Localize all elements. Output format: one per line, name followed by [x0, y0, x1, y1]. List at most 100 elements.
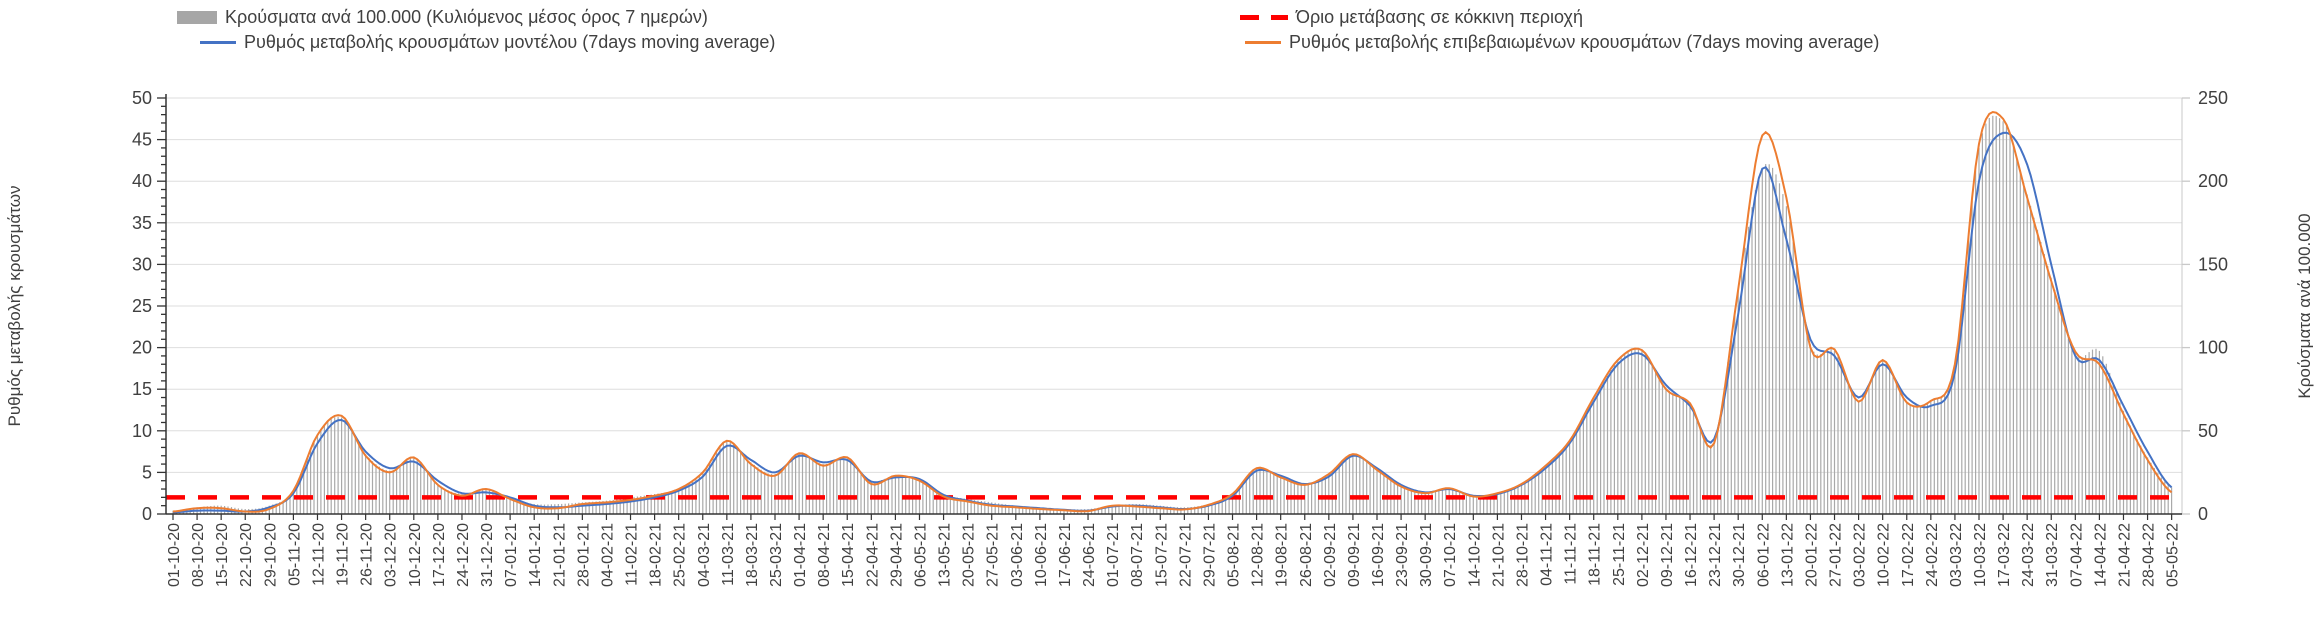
svg-text:03-12-20: 03-12-20 [383, 523, 400, 587]
svg-text:17-03-22: 17-03-22 [1996, 523, 2013, 587]
svg-text:12-08-21: 12-08-21 [1250, 523, 1267, 587]
svg-text:24-06-21: 24-06-21 [1081, 523, 1098, 587]
svg-text:29-07-21: 29-07-21 [1201, 523, 1218, 587]
svg-text:22-10-20: 22-10-20 [238, 523, 255, 587]
svg-text:08-07-21: 08-07-21 [1129, 523, 1146, 587]
confirmed-line-legend-swatch [1245, 40, 1281, 44]
left-axis-title: Ρυθμός μεταβολής κρουσμάτων [5, 186, 24, 427]
svg-text:10-12-20: 10-12-20 [407, 523, 424, 587]
svg-text:11-02-21: 11-02-21 [624, 523, 641, 586]
svg-text:07-04-22: 07-04-22 [2068, 523, 2085, 587]
svg-text:20: 20 [132, 338, 152, 358]
svg-text:15: 15 [132, 379, 152, 399]
svg-text:24-03-22: 24-03-22 [2020, 523, 2037, 587]
svg-text:23-12-21: 23-12-21 [1707, 523, 1724, 587]
bars-legend-swatch [177, 10, 217, 24]
svg-text:23-09-21: 23-09-21 [1394, 523, 1411, 587]
svg-text:200: 200 [2198, 171, 2228, 191]
svg-text:10-06-21: 10-06-21 [1033, 523, 1050, 587]
svg-text:17-12-20: 17-12-20 [431, 523, 448, 587]
svg-text:15-10-20: 15-10-20 [214, 523, 231, 587]
svg-text:15-07-21: 15-07-21 [1153, 523, 1170, 587]
svg-text:28-10-21: 28-10-21 [1515, 523, 1532, 587]
svg-text:05-08-21: 05-08-21 [1226, 523, 1243, 587]
svg-text:20-05-21: 20-05-21 [961, 523, 978, 587]
svg-text:30: 30 [132, 254, 152, 274]
svg-text:08-04-21: 08-04-21 [816, 523, 833, 587]
svg-text:12-11-20: 12-11-20 [311, 523, 328, 586]
svg-text:21-10-21: 21-10-21 [1490, 523, 1507, 587]
svg-text:31-03-22: 31-03-22 [2044, 523, 2061, 587]
svg-text:21-04-22: 21-04-22 [2117, 523, 2134, 587]
svg-text:14-10-21: 14-10-21 [1466, 523, 1483, 587]
legend-item-confirmed-rate: Ρυθμός μεταβολής επιβεβαιωμένων κρουσμάτ… [1245, 31, 1879, 53]
svg-text:0: 0 [2198, 504, 2208, 524]
svg-text:14-01-21: 14-01-21 [527, 523, 544, 587]
gridlines [166, 97, 2182, 473]
x-axis: 01-10-20 08-10-20 15-10-20 22-10-20 29-10-20… [166, 513, 2182, 587]
legend-label-confirmed-rate: Ρυθμός μεταβολής επιβεβαιωμένων κρουσμάτ… [1289, 31, 1880, 52]
legend-item-cases-per-100k: Κρούσματα ανά 100.000 (Κυλιόμενος μέσος … [177, 6, 708, 28]
svg-text:10-03-22: 10-03-22 [1972, 523, 1989, 587]
svg-text:28-04-22: 28-04-22 [2141, 523, 2158, 587]
svg-text:27-01-22: 27-01-22 [1828, 523, 1845, 587]
svg-text:50: 50 [2198, 421, 2218, 441]
svg-text:18-11-21: 18-11-21 [1587, 523, 1604, 586]
svg-text:06-05-21: 06-05-21 [913, 523, 930, 587]
svg-text:24-12-20: 24-12-20 [455, 523, 472, 587]
svg-text:22-04-21: 22-04-21 [864, 523, 881, 587]
svg-text:18-03-21: 18-03-21 [744, 523, 761, 587]
svg-text:01-10-20: 01-10-20 [166, 523, 183, 587]
svg-text:15-04-21: 15-04-21 [840, 523, 857, 587]
svg-text:18-02-21: 18-02-21 [648, 523, 665, 587]
svg-text:10: 10 [132, 421, 152, 441]
legend-label-model-rate: Ρυθμός μεταβολής κρουσμάτων μοντέλου (7d… [244, 31, 776, 52]
svg-text:29-10-20: 29-10-20 [262, 523, 279, 587]
svg-text:13-05-21: 13-05-21 [937, 523, 954, 587]
svg-text:16-12-21: 16-12-21 [1683, 523, 1700, 587]
svg-text:45: 45 [132, 130, 152, 150]
svg-text:10-02-22: 10-02-22 [1876, 523, 1893, 587]
svg-text:25-11-21: 25-11-21 [1611, 523, 1628, 586]
svg-text:06-01-22: 06-01-22 [1755, 523, 1772, 587]
svg-text:03-06-21: 03-06-21 [1009, 523, 1026, 587]
left-axis: 0 5 10 15 20 25 30 35 40 45 50 [132, 88, 167, 524]
svg-text:31-12-20: 31-12-20 [479, 523, 496, 587]
svg-text:14-04-22: 14-04-22 [2092, 523, 2109, 587]
svg-text:13-01-22: 13-01-22 [1779, 523, 1796, 587]
svg-text:19-08-21: 19-08-21 [1274, 523, 1291, 587]
legend-label-cases-per-100k: Κρούσματα ανά 100.000 (Κυλιόμενος μέσος … [225, 6, 708, 27]
svg-text:07-01-21: 07-01-21 [503, 523, 520, 587]
svg-text:04-02-21: 04-02-21 [599, 523, 616, 587]
svg-text:26-08-21: 26-08-21 [1298, 523, 1315, 587]
svg-text:07-10-21: 07-10-21 [1442, 523, 1459, 587]
svg-text:17-06-21: 17-06-21 [1057, 523, 1074, 587]
svg-text:5: 5 [142, 462, 152, 482]
svg-text:08-10-20: 08-10-20 [190, 523, 207, 587]
right-axis-title: Κρούσματα ανά 100.000 [2295, 213, 2314, 398]
svg-text:11-03-21: 11-03-21 [720, 523, 737, 586]
svg-text:16-09-21: 16-09-21 [1370, 523, 1387, 587]
svg-text:09-09-21: 09-09-21 [1346, 523, 1363, 587]
svg-text:05-05-22: 05-05-22 [2165, 523, 2182, 587]
legend-item-red-zone-threshold: Όριο μετάβασης σε κόκκινη περιοχή [1240, 6, 1583, 28]
svg-text:17-02-22: 17-02-22 [1900, 523, 1917, 587]
threshold-legend-swatch [1240, 14, 1288, 20]
svg-text:0: 0 [142, 504, 152, 524]
svg-text:25-02-21: 25-02-21 [672, 523, 689, 587]
svg-text:04-03-21: 04-03-21 [696, 523, 713, 587]
svg-text:26-11-20: 26-11-20 [359, 523, 376, 586]
svg-text:01-07-21: 01-07-21 [1105, 523, 1122, 587]
svg-text:21-01-21: 21-01-21 [551, 523, 568, 587]
svg-text:19-11-20: 19-11-20 [335, 523, 352, 586]
svg-text:150: 150 [2198, 254, 2228, 274]
svg-text:28-01-21: 28-01-21 [575, 523, 592, 587]
svg-text:02-12-21: 02-12-21 [1635, 523, 1652, 587]
svg-text:250: 250 [2198, 88, 2228, 108]
svg-text:27-05-21: 27-05-21 [985, 523, 1002, 587]
model-line-legend-swatch [200, 40, 236, 44]
right-axis: 0 50 100 150 200 250 [2182, 88, 2228, 524]
svg-text:100: 100 [2198, 338, 2228, 358]
